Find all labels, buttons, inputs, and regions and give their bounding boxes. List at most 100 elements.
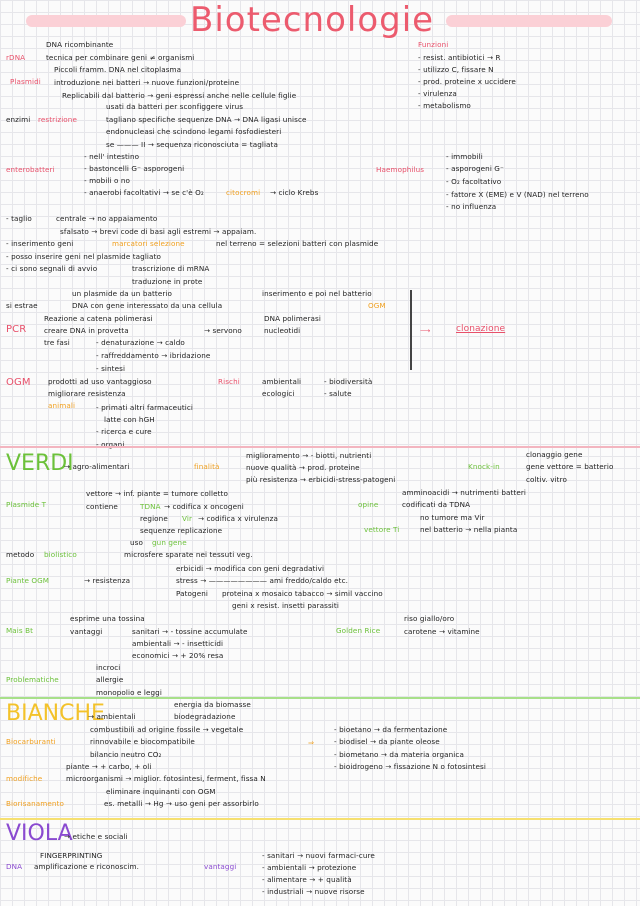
raffreddamento-item: - raffreddamento → ibridazione [96, 351, 211, 360]
plasmidi-label: Plasmidi [10, 77, 41, 86]
finalita-label: finalità [194, 462, 220, 471]
clonaggio-text: clonaggio gene [526, 450, 583, 459]
inserimento-label: - inserimento geni [6, 239, 74, 248]
mais-bt-label: Mais Bt [6, 626, 34, 635]
biocarburanti-label: Biocarburanti [6, 737, 56, 746]
dna-viola-label: DNA [6, 862, 23, 871]
riso-text: riso giallo/oro [404, 614, 455, 623]
ecologici-text: ecologici [262, 389, 295, 398]
animali-item-0: - primati altri farmaceutici [96, 403, 194, 412]
golden-label: Golden Rice [336, 626, 381, 635]
title-highlight-right [446, 15, 612, 27]
no-tumore-text: no tumore ma Vir [420, 513, 485, 522]
vir-text: Vir [182, 514, 193, 523]
carotene-text: carotene → vitamine [404, 627, 480, 636]
tdna-text: TDNA [140, 502, 161, 511]
codifica-text: → codifica x oncogeni [164, 502, 244, 511]
immobili-item: - immobili [446, 152, 483, 161]
economici-text: economici → + 20% resa [132, 651, 224, 660]
piccoli-text: Piccoli framm. DNA nel citoplasma [54, 65, 182, 74]
utilizzo-item: - utilizzo C, fissare N [418, 65, 494, 74]
opine-label: opine [358, 500, 379, 509]
uso-text: uso [130, 538, 143, 547]
centrale-text: centrale → no appaiamento [56, 214, 158, 223]
clonazione-label: clonazione [456, 324, 506, 334]
miglioramento-text: miglioramento → - biotti, nutrienti [246, 451, 372, 460]
tecnica-text: tecnica per combinare geni ≠ organismi [46, 53, 195, 62]
taglio-label: - taglio [6, 214, 32, 223]
separator-bianche [0, 697, 640, 699]
introduzione-text: introduzione nei batteri → nuove funzion… [54, 78, 240, 87]
vettore-ti-label: vettore Ti [364, 525, 400, 534]
sintesi-item: - sintesi [96, 364, 126, 373]
si-estrae-text: si estrae [6, 301, 38, 310]
modifiche-label: modifiche [6, 774, 43, 783]
segnali-text: - ci sono segnali di avvio [6, 264, 98, 273]
piu-res-text: più resistenza → erbicidi-stress-patogen… [246, 475, 396, 484]
patogeni-label: Patogeni [176, 589, 208, 598]
coltiv-text: coltiv. vitro [526, 475, 567, 484]
nucleotidi-text: nucleotidi [264, 326, 301, 335]
salute-text: - salute [324, 389, 352, 398]
posso-text: - posso inserire geni nel plasmide tagli… [6, 252, 161, 261]
nel-batt-text: nel batterio → nella pianta [420, 525, 518, 534]
fattore-item: - fattore X (EME) e V (NAD) nel terreno [446, 190, 589, 199]
dna-ricombinante: DNA ricombinante [46, 40, 114, 49]
separator-viola [0, 818, 640, 820]
ambientali-v-text: ambientali → - insetticidi [132, 639, 224, 648]
animali-item-2: - ricerca e cure [96, 427, 152, 436]
viola-item-2: - alimentare → + qualità [262, 875, 352, 884]
piante-ogm-label: Piante OGM [6, 576, 50, 585]
sfalsato-text: sfalsato → brevi code di basi agli estre… [60, 227, 257, 236]
regione-text: regione [140, 514, 168, 523]
rinnovabile-text: rinnovabile e biocompatibile [90, 737, 195, 746]
bilancio-text: bilancio neutro CO₂ [90, 750, 162, 759]
vantaggi-viola-label: vantaggi [204, 862, 237, 871]
biometano-text: - biometano → da materia organica [334, 750, 464, 759]
eliminare-text: eliminare inquinanti con OGM [106, 787, 216, 796]
proteina-text: proteina x mosaico tabacco → simil vacci… [222, 589, 383, 598]
asporogeni-item: - asporogeni G⁻ [446, 164, 504, 173]
knockin-label: Knock-in [468, 462, 500, 471]
agro-text: → agro-alimentari [64, 462, 130, 471]
geni-res-text: geni x resist. insetti parassiti [232, 601, 339, 610]
gun-text: gun gene [152, 538, 187, 547]
denaturazione-item: - denaturazione → caldo [96, 338, 185, 347]
biodegradazione-text: biodegradazione [174, 712, 236, 721]
erbicidi-text: erbicidi → modifica con geni degradativi [176, 564, 325, 573]
pcr-label: PCR [6, 324, 27, 335]
prod-prot-item: - prod. proteine x uccidere [418, 77, 516, 86]
rischi-label: Rischi [218, 377, 240, 386]
inserimento2-text: inserimento e poi nel batterio [262, 289, 372, 298]
enterobatteri-label: enterobatteri [6, 165, 55, 174]
intestino-item: - nell' intestino [84, 152, 140, 161]
bianche-title: BIANCHE [6, 701, 105, 726]
marcatori-text: marcatori selezione [112, 239, 185, 248]
amminoacidi-text: amminoacidi → nutrimenti batteri [402, 488, 526, 497]
trascrizione-text: trascrizione di mRNA [132, 264, 210, 273]
fingerprinting-text: FINGERPRINTING [40, 851, 103, 860]
viola-title: VIOLA [6, 821, 73, 846]
vantaggi-label: vantaggi [70, 627, 103, 636]
se-text: se ——— II → sequenza riconosciuta = tagl… [106, 140, 278, 149]
ciclo-text: → ciclo Krebs [270, 188, 319, 197]
combustibili-text: combustibili ad origine fossile → vegeta… [90, 725, 244, 734]
microrg-text: microorganismi → miglior. fotosintesi, f… [66, 774, 266, 783]
implies-arrow: ⇒ [308, 738, 315, 747]
restrizione-label: restrizione [38, 115, 77, 124]
usati-text: usati da batteri per sconfiggere virus [106, 102, 244, 111]
sanitari-text: sanitari → - tossine accumulate [132, 627, 248, 636]
amplificazione-text: amplificazione e riconoscim. [34, 862, 140, 871]
funzioni-label: Funzioni [418, 40, 449, 49]
arrow-clonazione: ⟶ [420, 326, 431, 335]
microsfere-text: microsfere sparate nei tessuti veg. [124, 550, 253, 559]
monopolio-text: monopolio e leggi [96, 688, 162, 697]
ambientali-text: ambientali [262, 377, 302, 386]
vettore-text: vettore → inf. piante = tumore colletto [86, 489, 228, 498]
es-metalli-text: es. metalli → Hg → uso geni per assorbir… [104, 799, 259, 808]
codifica-vir-text: → codifica x virulenza [198, 514, 279, 523]
servono-text: → servono [204, 326, 242, 335]
prodotti-text: prodotti ad uso vantaggioso [48, 377, 152, 386]
title-highlight-left [26, 15, 186, 27]
biorisanamento-label: Biorisanamento [6, 799, 64, 808]
